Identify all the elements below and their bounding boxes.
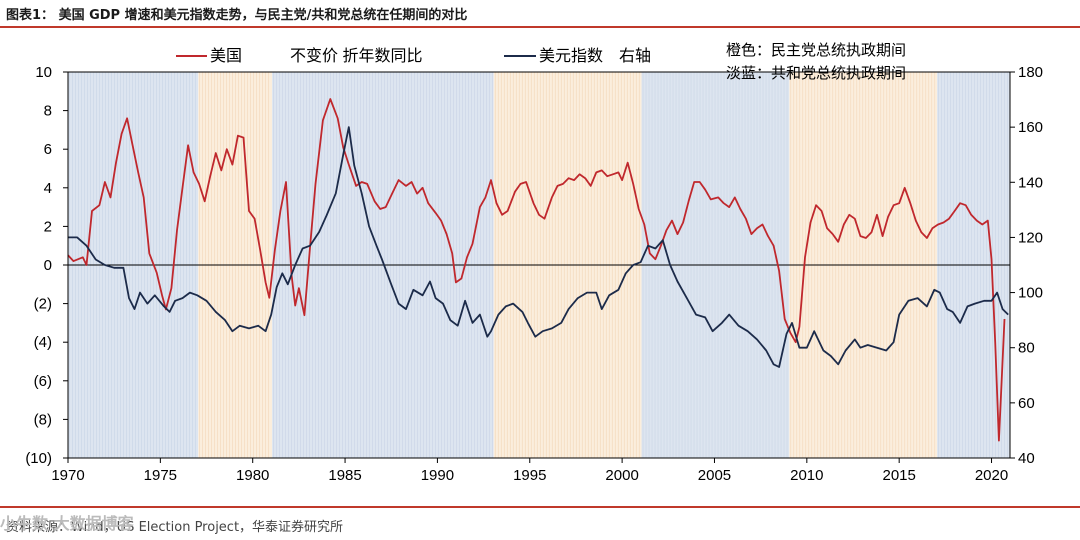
legend-gdp-label: 美国 不变价 折年数同比 (210, 47, 422, 65)
y-right-tick-label: 100 (1018, 285, 1043, 302)
x-tick-label: 2015 (882, 467, 915, 484)
legend: 美国 不变价 折年数同比 美元指数 右轴 橙色：民主党总统执政期间 淡蓝：共和党… (176, 42, 906, 82)
y-right-tick-label: 80 (1018, 340, 1035, 357)
top-rule (0, 26, 1080, 28)
y-left-tick-label: 10 (35, 64, 52, 81)
y-axis-left: 10 8 6 4 2 0 (2) (4) (6) (8) (10) (25, 64, 68, 467)
chart-title: 图表1： 美国 GDP 增速和美元指数走势，与民主党/共和党总统在任期间的对比 (6, 8, 468, 23)
x-tick-label: 2000 (605, 467, 638, 484)
y-right-tick-label: 120 (1018, 229, 1043, 246)
y-left-tick-label: 2 (44, 218, 52, 235)
y-left-tick-label: 6 (44, 141, 52, 158)
y-axis-right: 180 160 140 120 100 80 60 40 (1010, 64, 1043, 467)
x-tick-label: 1985 (328, 467, 361, 484)
x-tick-label: 1990 (421, 467, 454, 484)
y-left-tick-label: 0 (44, 257, 52, 274)
y-left-tick-label: (4) (34, 334, 52, 351)
note-democrat: 橙色：民主党总统执政期间 (726, 42, 906, 59)
y-left-tick-label: (8) (34, 411, 52, 428)
watermark: 小牛数 大数据博客 (0, 514, 134, 533)
y-right-tick-label: 140 (1018, 174, 1043, 191)
dollar-index-line (68, 126, 1009, 368)
note-republican: 淡蓝：共和党总统执政期间 (726, 65, 906, 82)
x-tick-label: 1975 (144, 467, 177, 484)
x-tick-label: 2010 (790, 467, 823, 484)
x-tick-label: 1995 (513, 467, 546, 484)
y-right-tick-label: 60 (1018, 395, 1035, 412)
x-tick-label: 1980 (236, 467, 269, 484)
y-left-tick-label: 8 (44, 103, 52, 120)
x-tick-label: 2020 (975, 467, 1008, 484)
y-right-tick-label: 180 (1018, 64, 1043, 81)
y-right-tick-label: 160 (1018, 119, 1043, 136)
gdp-growth-line (67, 98, 1006, 442)
series-lines (67, 98, 1009, 442)
y-left-tick-label: (2) (34, 296, 52, 313)
y-left-tick-label: (6) (34, 373, 52, 390)
bottom-rule (0, 506, 1080, 508)
x-tick-label: 1970 (51, 467, 84, 484)
x-tick-label: 2005 (698, 467, 731, 484)
y-left-tick-label: 4 (44, 180, 52, 197)
x-axis: 1970 1975 1980 1985 1990 1995 2000 2005 2010 2015… (51, 458, 1008, 484)
source-note: 资料来源：Wind，US Election Project，华泰证券研究所 (6, 520, 344, 535)
y-left-tick-label: (10) (25, 450, 52, 467)
y-right-tick-label: 40 (1018, 450, 1035, 467)
legend-dxy-label: 美元指数 右轴 (539, 47, 651, 65)
